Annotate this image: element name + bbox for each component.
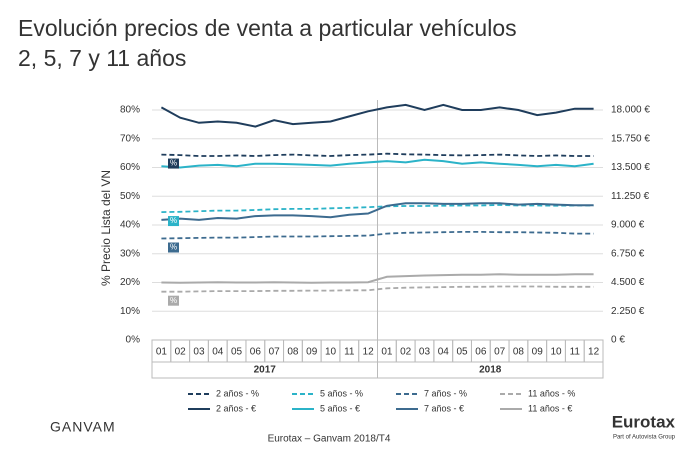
x-tick-label: 11: [570, 347, 581, 358]
y-tick-label: 80%: [120, 105, 140, 116]
badge-text: %: [170, 159, 177, 168]
x-tick-label: 06: [250, 347, 262, 358]
year-label: 2018: [479, 365, 502, 376]
y-tick-label: 30%: [120, 248, 140, 259]
y2-tick-label: 0 €: [611, 335, 625, 346]
x-tick-label: 02: [175, 347, 187, 358]
badge: [168, 242, 179, 253]
legend-label: 5 años - €: [320, 403, 360, 413]
year-label: 2017: [254, 365, 277, 376]
y2-tick-label: 13.500 €: [611, 162, 650, 173]
x-tick-label: 03: [419, 347, 431, 358]
y-tick-label: 0%: [126, 335, 141, 346]
y-tick-label: 50%: [120, 191, 140, 202]
y-tick-label: 40%: [120, 220, 140, 231]
year-cell: [377, 361, 604, 379]
x-tick-label: 12: [588, 347, 600, 358]
badge-text: %: [170, 296, 177, 305]
logo-right-sub: Part of Autovista Group: [613, 435, 676, 441]
y-tick-label: 10%: [120, 306, 140, 317]
y-axis-label: % Precio Lista del VN: [99, 170, 113, 286]
legend-label: 2 años - %: [216, 388, 259, 398]
series-line: [161, 273, 594, 284]
x-tick-label: 12: [363, 347, 375, 358]
y2-tick-label: 2.250 €: [611, 306, 645, 317]
x-tick-label: 08: [513, 347, 525, 358]
x-tick-label: 05: [231, 347, 243, 358]
x-tick-label: 03: [193, 347, 205, 358]
x-tick-label: 07: [494, 347, 506, 358]
y-tick-label: 20%: [120, 277, 140, 288]
badge-text: %: [170, 243, 177, 252]
x-tick-label: 11: [344, 347, 355, 358]
chart-subtitle: 2, 5, 7 y 11 años: [18, 45, 186, 71]
chart-title: Evolución precios de venta a particular …: [18, 15, 517, 41]
x-tick-label: 04: [438, 347, 450, 358]
y2-tick-label: 9.000 €: [611, 220, 645, 231]
badge-text: %: [170, 216, 177, 225]
x-tick-label: 10: [550, 347, 562, 358]
series-line: [161, 158, 594, 169]
x-tick-label: 01: [381, 347, 393, 358]
legend-label: 7 años - %: [424, 388, 467, 398]
y-tick-label: 70%: [120, 133, 140, 144]
badge: [168, 295, 179, 306]
x-tick-label: 08: [287, 347, 299, 358]
legend-label: 2 años - €: [216, 403, 256, 413]
y2-tick-label: 15.750 €: [611, 133, 650, 144]
x-tick-label: 06: [475, 347, 487, 358]
y2-tick-label: 6.750 €: [611, 248, 645, 259]
series-line: [161, 202, 594, 221]
legend-label: 11 años - €: [528, 403, 572, 413]
legend-label: 11 años - %: [528, 388, 575, 398]
x-tick-label: 02: [400, 347, 412, 358]
logo-right: Eurotax: [612, 412, 676, 431]
x-tick-label: 04: [212, 347, 224, 358]
badge: [168, 216, 179, 227]
source: Eurotax – Ganvam 2018/T4: [268, 434, 391, 445]
x-tick-label: 10: [325, 347, 337, 358]
x-tick-label: 07: [269, 347, 281, 358]
y2-tick-label: 4.500 €: [611, 277, 645, 288]
series-line: [161, 203, 594, 213]
legend-label: 5 años - %: [320, 388, 363, 398]
y2-tick-label: 11.250 €: [611, 191, 650, 202]
x-tick-label: 09: [532, 347, 544, 358]
x-tick-label: 05: [457, 347, 469, 358]
series-line: [161, 285, 594, 293]
x-tick-label: 09: [306, 347, 318, 358]
x-tick-label: 01: [156, 347, 168, 358]
logo-left: GANVAM: [50, 419, 116, 435]
badge: [168, 158, 179, 169]
series-line: [161, 152, 594, 157]
series-line: [161, 231, 594, 240]
legend-label: 7 años - €: [424, 403, 464, 413]
series-line: [160, 103, 594, 128]
y-tick-label: 60%: [120, 162, 140, 173]
y2-tick-label: 18.000 €: [611, 105, 650, 116]
